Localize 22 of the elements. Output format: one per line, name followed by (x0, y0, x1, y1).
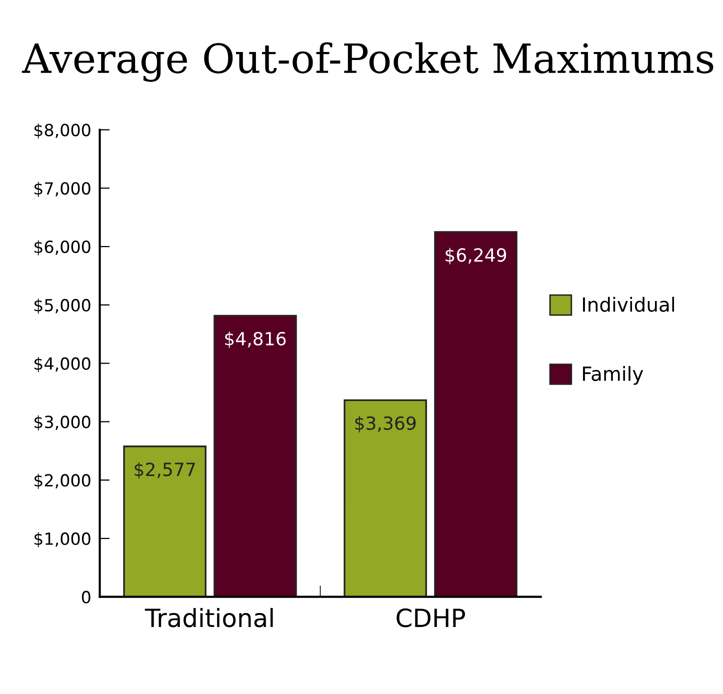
y-tick-label: $7,000 (34, 182, 90, 197)
bar (344, 399, 427, 597)
data-label: $6,249 (446, 248, 506, 264)
y-tick-label: $8,000 (34, 123, 90, 139)
bar (214, 314, 297, 597)
y-tick-label: $3,000 (34, 415, 90, 430)
data-label: $4,816 (225, 332, 286, 348)
y-tick-label: $2,000 (34, 474, 90, 489)
y-tick-label: 0 (82, 590, 90, 604)
x-tick-label: Traditional (144, 608, 273, 628)
bar (123, 446, 206, 597)
data-label: $2,577 (134, 462, 195, 479)
legend-label: Individual (583, 296, 674, 312)
y-tick-label: $4,000 (34, 356, 90, 372)
chart-title: Average Out-of-Pocket Maximums (22, 42, 714, 82)
y-tick-label: $5,000 (34, 298, 90, 314)
legend-label: Family (583, 366, 644, 385)
x-tick-label: CDHP (396, 608, 465, 628)
data-label: $3,369 (355, 416, 416, 432)
bar (434, 231, 518, 597)
y-tick-label: $1,000 (34, 532, 90, 548)
y-tick-label: $6,000 (34, 240, 90, 256)
